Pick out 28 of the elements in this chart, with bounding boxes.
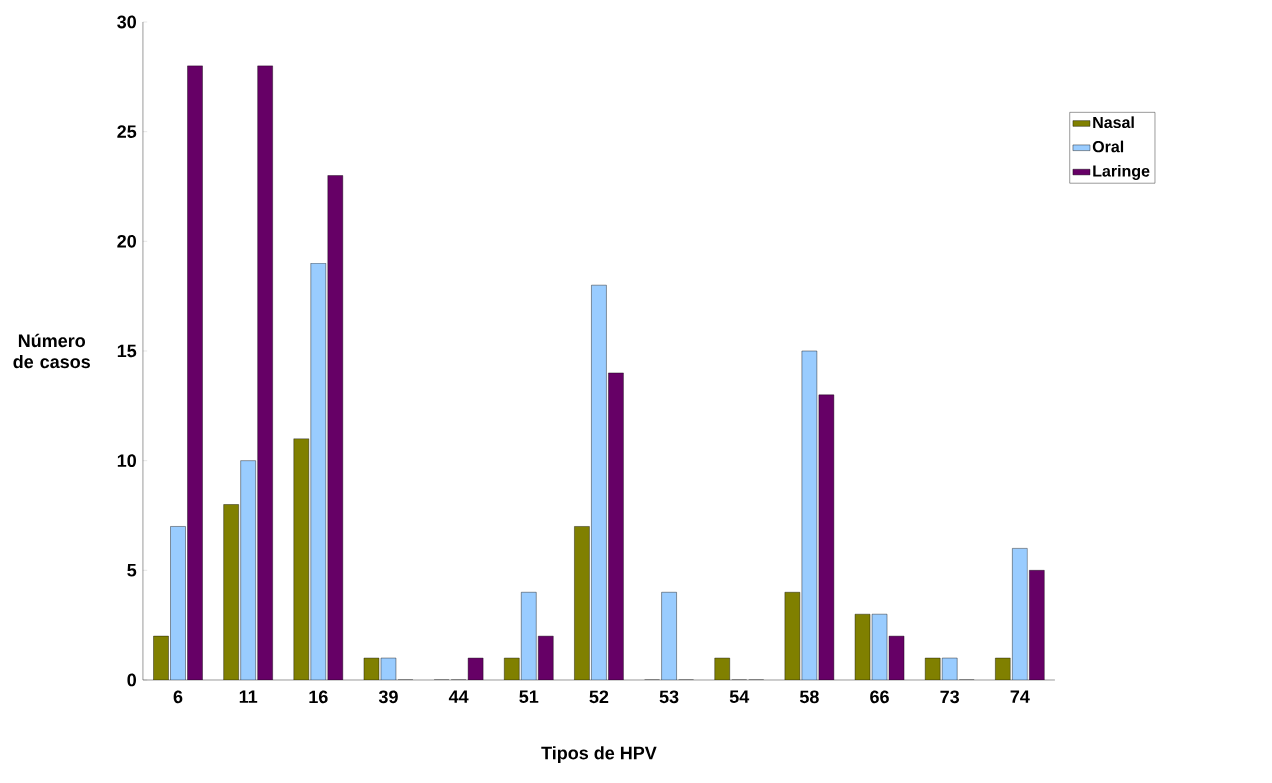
legend-label: Oral [1092, 140, 1124, 153]
x-tick-label: 6 [173, 690, 183, 704]
x-tick-label: 58 [799, 690, 819, 704]
x-tick-label: 44 [448, 690, 469, 703]
y-tick-label: 5 [127, 564, 137, 577]
x-tick-label: 53 [659, 690, 679, 704]
legend-label: Laringe [1093, 164, 1150, 180]
x-tick-label: 16 [309, 690, 328, 704]
x-tick-label: 11 [239, 690, 258, 703]
x-tick-label: 39 [378, 690, 398, 704]
bar [574, 526, 590, 680]
y-tick-label: 15 [117, 344, 137, 358]
y-axis-title: Número de casos [13, 333, 90, 369]
x-tick-label: 74 [1010, 690, 1030, 703]
legend-label: Nasal [1093, 116, 1134, 129]
y-tick-label: 10 [117, 454, 136, 468]
x-tick-label: 51 [519, 690, 539, 704]
x-axis-title: Tipos de HPV [541, 746, 657, 763]
y-tick-label: 20 [117, 234, 136, 248]
x-tick-label: 73 [940, 690, 960, 704]
y-tick-label: 0 [127, 673, 136, 687]
x-tick-label: 54 [729, 690, 750, 704]
y-tick-label: 25 [117, 125, 137, 139]
bar [293, 438, 309, 680]
y-tick-label: 30 [117, 15, 136, 29]
x-tick-label: 52 [589, 690, 609, 704]
bar [223, 504, 239, 680]
x-tick-label: 66 [870, 690, 889, 704]
